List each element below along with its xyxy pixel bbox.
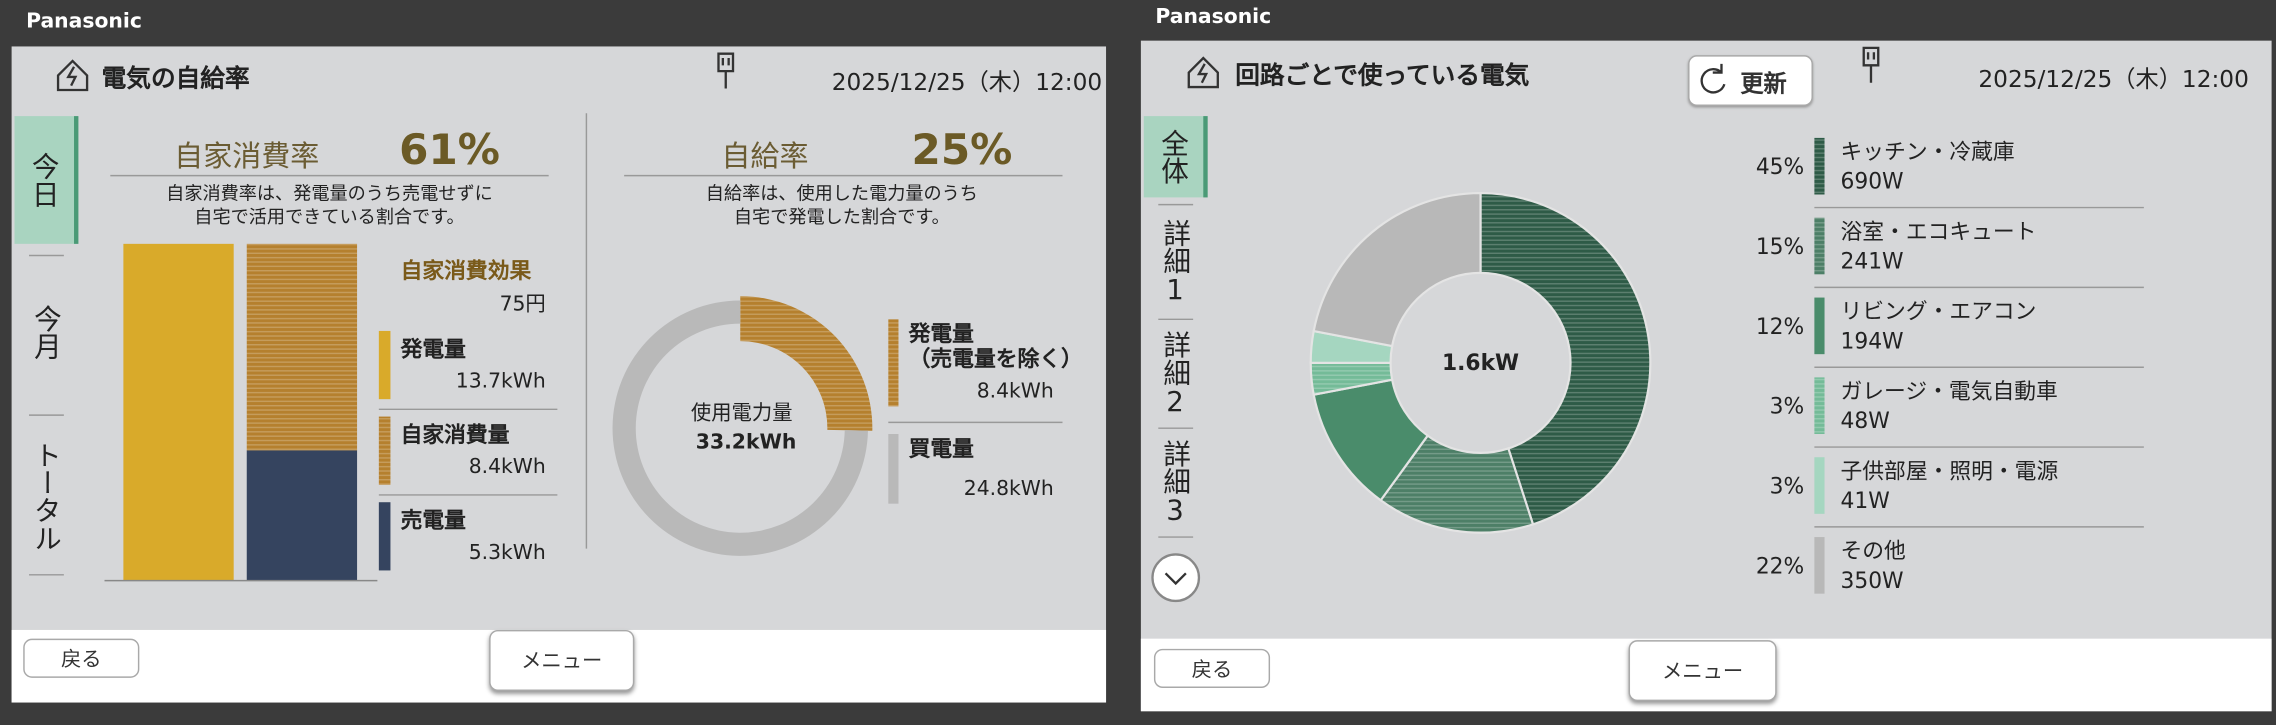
donut-segment xyxy=(1479,191,1652,526)
legend-label: 自家消費量 xyxy=(400,421,510,448)
legend-swatch xyxy=(888,433,899,504)
tab[interactable]: 詳細1 xyxy=(1159,219,1191,307)
legend-swatch xyxy=(1814,457,1825,514)
bar-segment xyxy=(123,243,234,581)
brand: Panasonic xyxy=(26,10,142,34)
tab[interactable]: 今月 xyxy=(29,304,62,360)
legend-value: 15% xyxy=(1755,233,1805,260)
rate-label: 自家消費率 xyxy=(174,138,320,174)
tab[interactable]: 全体 xyxy=(1143,116,1208,198)
legend-sublabel: 350W xyxy=(1840,567,1904,594)
legend-value: 8.4kWh xyxy=(468,455,546,479)
donut-segment xyxy=(1312,191,1482,348)
legend-sublabel: 48W xyxy=(1840,407,1890,434)
description: 自給率は、使用した電力量のうち xyxy=(705,182,978,204)
legend-label: その他 xyxy=(1840,537,1906,564)
screen-title: 回路ごとで使っている電気 xyxy=(1235,61,1530,91)
back-button[interactable]: 戻る xyxy=(1153,648,1271,689)
legend-label: 発電量 （売電量を除く） xyxy=(908,320,1083,372)
legend-label: 浴室・エコキュート xyxy=(1840,218,2037,245)
rate-value: 25% xyxy=(911,124,1013,175)
legend-value: 5.3kWh xyxy=(468,541,546,565)
datetime: 2025/12/25（木）12:00 xyxy=(831,68,1103,96)
legend-label: リビング・エアコン xyxy=(1840,298,2037,325)
icons xyxy=(56,46,1880,603)
chevron xyxy=(1164,572,1187,586)
refresh-icon xyxy=(1700,63,1726,94)
legend-sublabel: 41W xyxy=(1840,487,1890,514)
legend-sublabel: 690W xyxy=(1840,168,1904,195)
legend-label: 買電量 xyxy=(908,435,974,462)
description: 自家消費率は、発電量のうち売電せずに xyxy=(166,182,493,204)
center-value: 33.2kWh xyxy=(695,431,797,455)
datetime: 2025/12/25（木）12:00 xyxy=(1978,65,2249,93)
legend-swatch xyxy=(378,416,391,485)
legend-value: 24.8kWh xyxy=(963,477,1054,501)
rate-label: 自給率 xyxy=(721,138,809,174)
refresh-button[interactable]: 更新 xyxy=(1688,55,1813,106)
legend-value: 3% xyxy=(1769,473,1805,500)
legend-label: 発電量 xyxy=(400,336,466,363)
legend-value: 12% xyxy=(1755,313,1805,340)
legend-value: 8.4kWh xyxy=(976,380,1054,404)
dividers xyxy=(29,113,1194,576)
plug-icon xyxy=(717,52,735,89)
tab[interactable]: 詳細3 xyxy=(1159,439,1191,527)
legend-swatch xyxy=(1814,137,1825,195)
tab[interactable]: トータル xyxy=(29,440,62,551)
menu-button[interactable]: メニュー xyxy=(489,629,635,691)
rate-value: 61% xyxy=(399,124,500,175)
legend-value: 3% xyxy=(1769,393,1805,420)
bar-segment xyxy=(246,450,358,581)
bolt xyxy=(66,66,78,87)
effect-label: 自家消費効果 xyxy=(400,257,532,284)
bar-segment xyxy=(246,243,358,451)
donut-segment xyxy=(740,296,873,431)
legend-label: 子供部屋・照明・電源 xyxy=(1840,457,2059,485)
legend-sublabel: 241W xyxy=(1840,248,1904,275)
menu-button[interactable]: メニュー xyxy=(1628,640,1777,702)
legend-swatch xyxy=(1814,217,1825,275)
legend-value: 45% xyxy=(1755,153,1805,180)
home-icon xyxy=(1187,56,1219,89)
legend-label: 売電量 xyxy=(400,507,466,534)
plug-icon xyxy=(1862,46,1880,83)
legend-value: 13.7kWh xyxy=(455,370,546,394)
description: 自宅で発電した割合です。 xyxy=(733,205,950,228)
scroll-down[interactable] xyxy=(1151,553,1201,603)
bolt xyxy=(1196,63,1209,84)
description: 自宅で活用できている割合です。 xyxy=(194,205,465,228)
center-label: 使用電力量 xyxy=(690,402,793,426)
tab[interactable]: 今日 xyxy=(14,116,79,244)
center-value: 1.6kW xyxy=(1441,349,1520,376)
back-button[interactable]: 戻る xyxy=(23,638,140,678)
screen-title: 電気の自給率 xyxy=(101,64,250,94)
legend-swatch xyxy=(378,330,391,400)
tab[interactable]: 詳細2 xyxy=(1159,330,1191,418)
home-icon xyxy=(56,59,89,92)
legend-label: ガレージ・電気自動車 xyxy=(1840,378,2058,405)
legend-swatch xyxy=(1814,297,1825,355)
brand: Panasonic xyxy=(1155,5,1272,30)
legend-swatch xyxy=(888,319,899,407)
legend-label: キッチン・冷蔵庫 xyxy=(1840,138,2015,165)
effect-value: 75円 xyxy=(499,293,546,317)
legend-sublabel: 194W xyxy=(1840,328,1904,355)
legend-swatch xyxy=(1814,377,1825,434)
legend-value: 22% xyxy=(1755,553,1805,580)
legend-swatch xyxy=(378,502,391,571)
legend-swatch xyxy=(1814,537,1825,594)
